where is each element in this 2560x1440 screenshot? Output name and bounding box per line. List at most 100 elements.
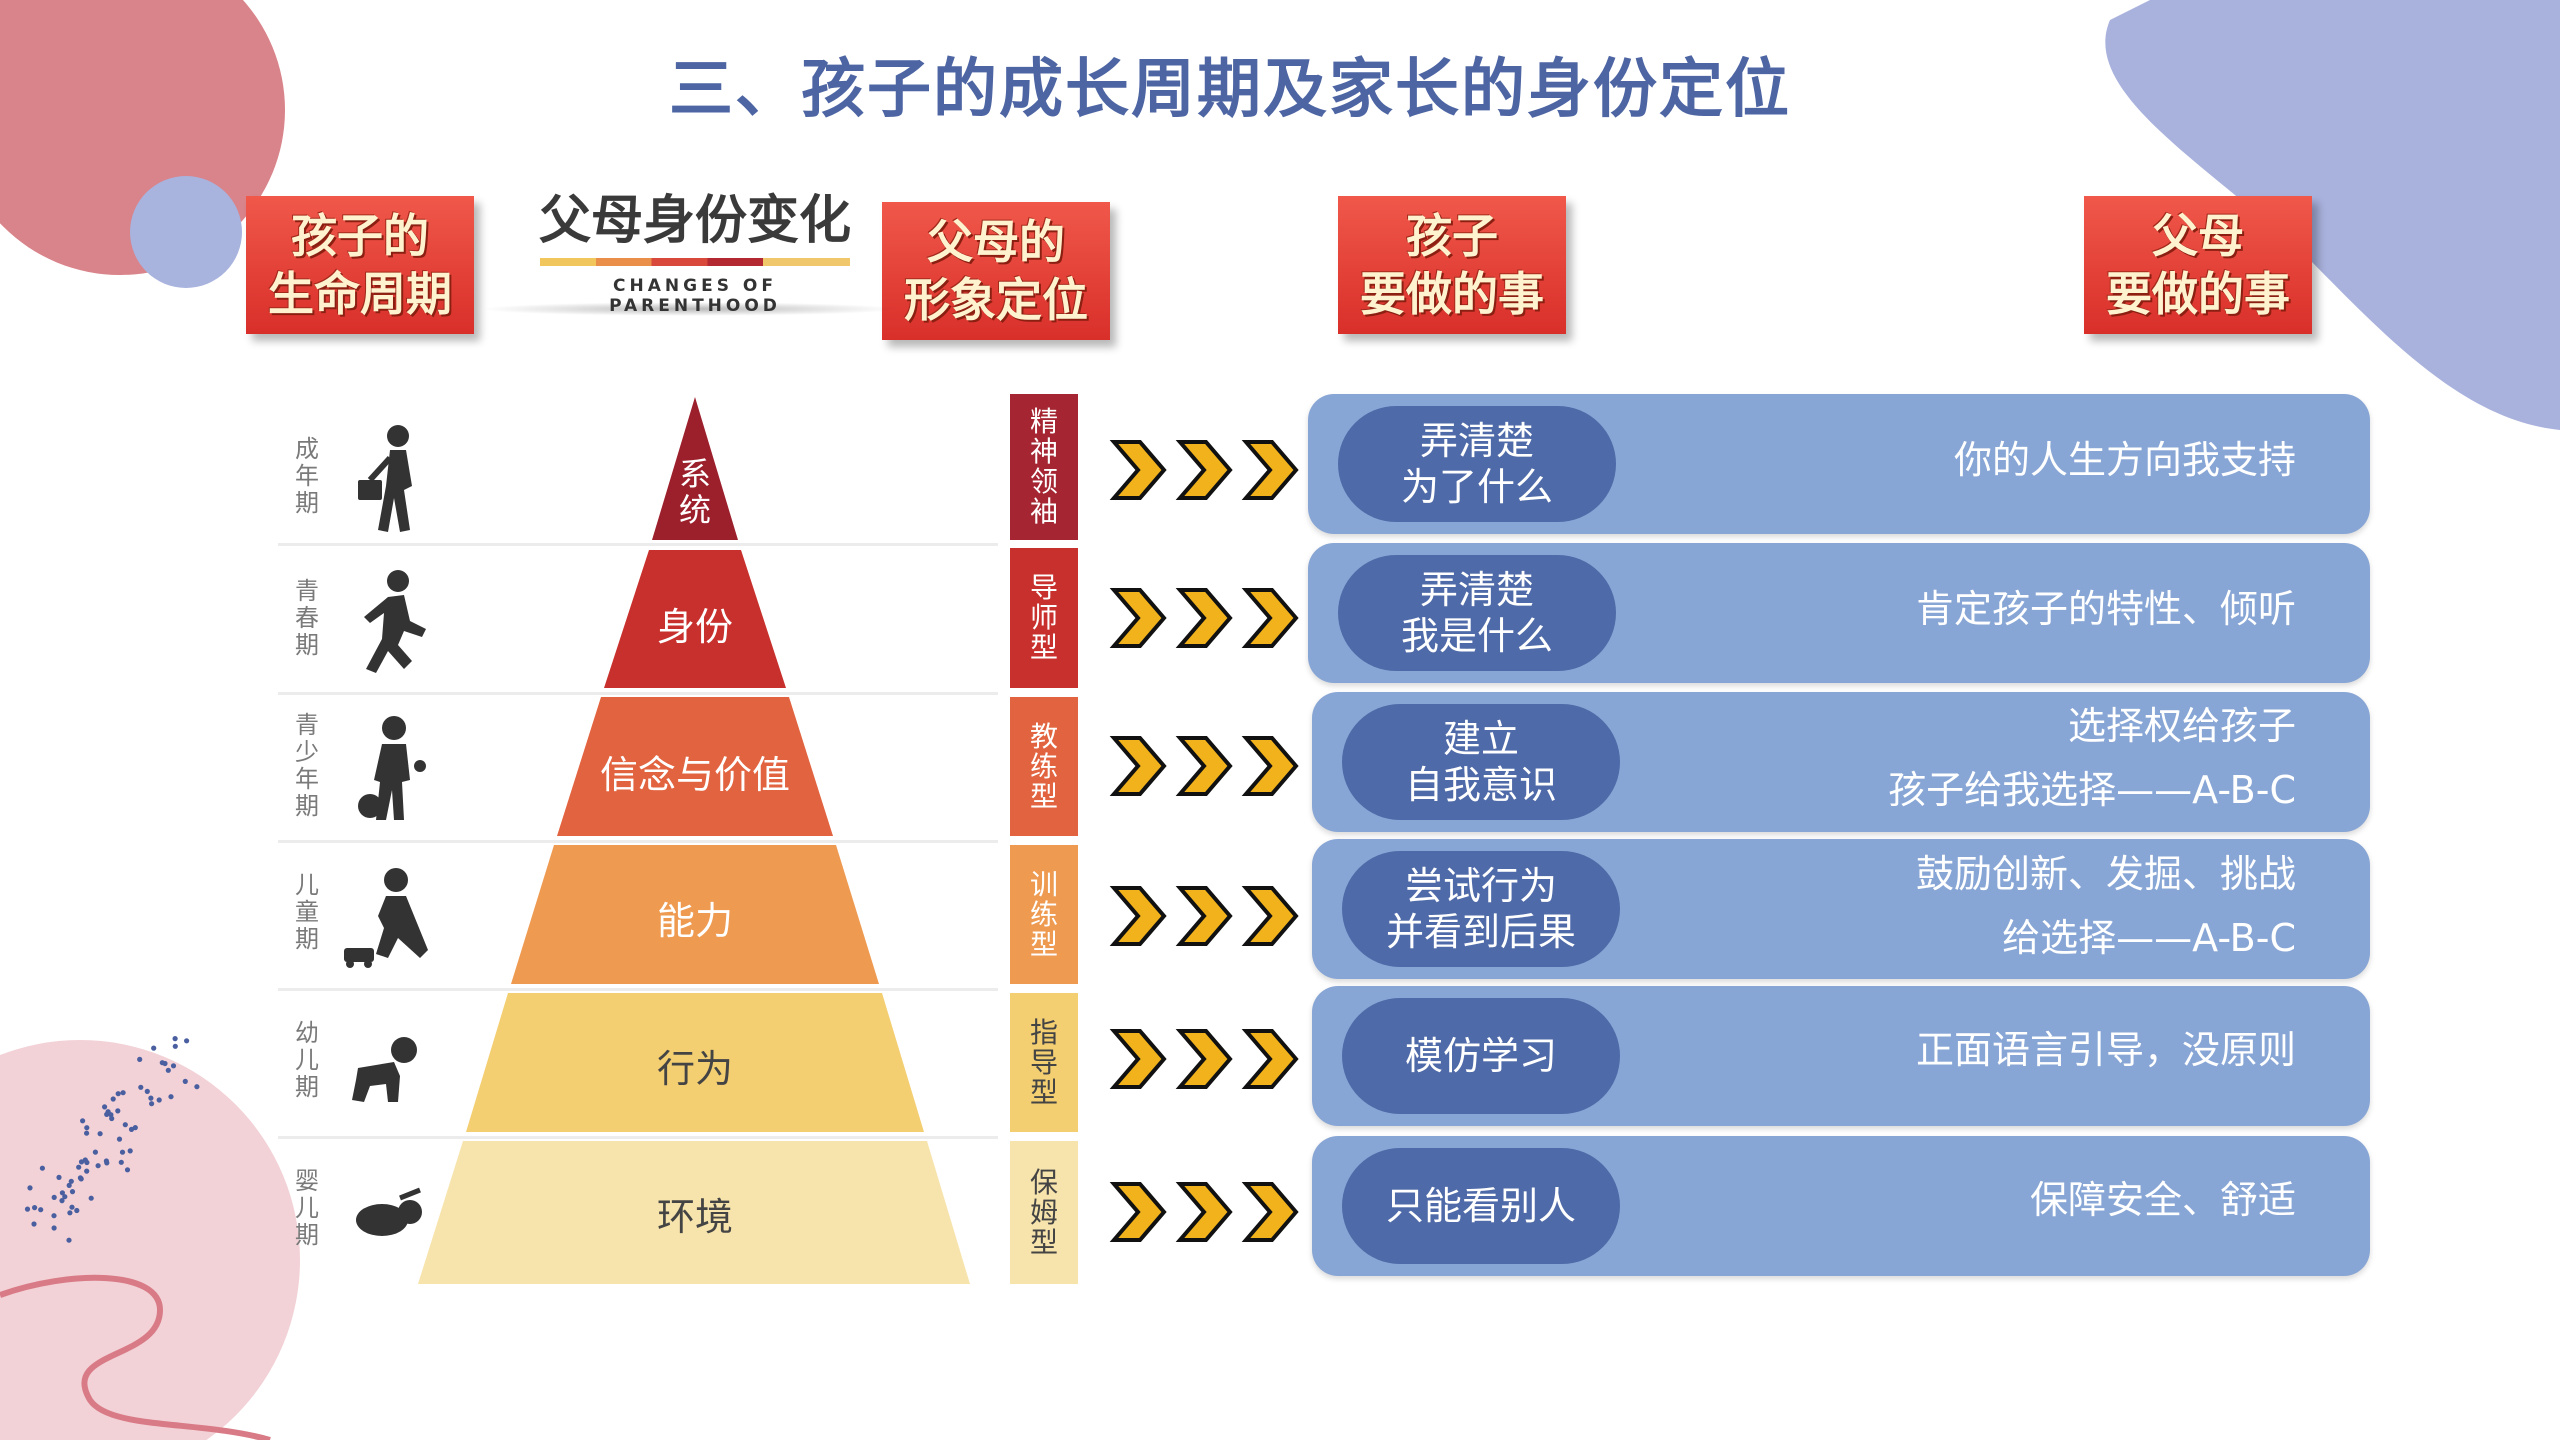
child-playing-car-icon	[344, 868, 428, 968]
adult-walking-briefcase-icon	[358, 425, 412, 532]
decorative-dot	[102, 1104, 108, 1110]
decorative-dot	[97, 1131, 103, 1137]
decorative-dot	[162, 1060, 168, 1067]
decorative-dot	[38, 1207, 44, 1213]
decorative-dot	[51, 1225, 57, 1231]
slide-title: 三、孩子的成长周期及家长的身份定位	[669, 53, 1791, 127]
child-task-oval: 尝试行为 并看到后果	[1342, 851, 1620, 967]
pyramid-tier-environment	[418, 1141, 970, 1284]
tier-label: 身份	[656, 605, 733, 649]
role-badge: 保姆型	[1010, 1141, 1078, 1284]
decorative-dot	[115, 1108, 121, 1114]
decorative-dot	[182, 1078, 188, 1084]
decorative-dot	[127, 1148, 133, 1154]
decorative-dot	[95, 1163, 101, 1169]
row-separator	[278, 543, 998, 546]
header-parent-role-label: 父母的 形象定位	[904, 215, 1088, 327]
parent-task-text: 你的人生方向我支持	[1596, 428, 2296, 492]
header-parent-tasks-badge: 父母 要做的事	[2084, 196, 2312, 334]
decorative-dot	[144, 1088, 150, 1094]
header-child-tasks-badge: 孩子 要做的事	[1338, 196, 1566, 334]
role-badge: 精神领袖	[1010, 394, 1078, 540]
decorative-dot	[67, 1210, 73, 1216]
stage-label: 青春期	[295, 577, 319, 659]
parent-task-line: 给选择——A-B-C	[2002, 916, 2296, 960]
child-task-label: 只能看别人	[1385, 1184, 1576, 1228]
role-badge: 教练型	[1010, 697, 1078, 836]
decorative-dot	[31, 1221, 37, 1227]
decorative-dot	[172, 1043, 178, 1049]
child-task-label: 建立 自我意识	[1404, 717, 1557, 807]
decorative-dot	[88, 1195, 94, 1201]
decorative-dot	[24, 1206, 31, 1212]
decorative-dot	[168, 1094, 174, 1100]
child-task-label: 弄清楚 为了什么	[1400, 419, 1553, 509]
parent-task-line: 肯定孩子的特性、倾听	[1915, 587, 2296, 631]
decorative-dot	[119, 1149, 126, 1155]
decorative-dot	[76, 1164, 82, 1170]
decorative-dot	[56, 1174, 62, 1180]
decorative-dot	[31, 1205, 38, 1211]
chevron-right-icon	[1109, 588, 1299, 648]
parent-task-line: 孩子给我选择——A-B-C	[1888, 768, 2296, 812]
decorative-dot	[132, 1125, 138, 1131]
child-task-label: 弄清楚 我是什么	[1400, 568, 1553, 658]
stage-label: 婴儿期	[295, 1167, 319, 1249]
youth-with-ball-icon	[358, 716, 426, 820]
changes-subtitle: CHANGES OF PARENTHOOD	[609, 276, 781, 316]
chevron-right-icon	[1109, 736, 1299, 796]
header-child-tasks-label: 孩子 要做的事	[1360, 209, 1544, 321]
stage-label: 青少年期	[295, 711, 319, 820]
parent-task-text: 选择权给孩子 孩子给我选择——A-B-C	[1596, 694, 2296, 822]
tier-label: 能力	[656, 899, 733, 943]
role-label: 教练型	[1029, 719, 1058, 813]
decorative-dot	[137, 1056, 143, 1062]
role-badge: 指导型	[1010, 993, 1078, 1132]
decorative-dot	[172, 1036, 178, 1042]
decorative-dot	[104, 1111, 110, 1117]
decorative-dot	[122, 1122, 128, 1128]
toddler-crawling-icon	[352, 1037, 417, 1102]
tier-label: 行为	[656, 1047, 733, 1091]
role-badge: 训练型	[1010, 845, 1078, 984]
decorative-dot	[194, 1084, 200, 1090]
decorative-dot	[124, 1167, 131, 1173]
decorative-dot	[68, 1178, 74, 1184]
parent-task-line: 正面语言引导，没原则	[1915, 1028, 2296, 1072]
pyramid-tier-belief	[557, 697, 833, 836]
parent-task-line: 你的人生方向我支持	[1953, 438, 2296, 482]
decorative-dot	[103, 1158, 109, 1164]
decorative-dot	[74, 1207, 80, 1214]
parent-task-text: 肯定孩子的特性、倾听	[1596, 577, 2296, 641]
tier-label: 信念与价值	[599, 753, 790, 797]
chevron-right-icon	[1109, 886, 1299, 946]
teen-running-icon	[364, 570, 426, 673]
changes-heading-shadow	[480, 302, 900, 316]
parent-task-line: 保障安全、舒适	[2029, 1178, 2296, 1222]
child-task-oval: 模仿学习	[1342, 998, 1620, 1114]
decorative-dot	[165, 1067, 171, 1073]
decorative-dot	[120, 1090, 126, 1096]
decorative-dot	[110, 1096, 116, 1102]
header-life-cycle-label: 孩子的 生命周期	[268, 209, 452, 321]
stage-label: 儿童期	[295, 871, 319, 953]
decorative-dot	[66, 1182, 72, 1188]
parent-task-line: 选择权给孩子	[2067, 704, 2296, 748]
decorative-dot	[115, 1091, 121, 1097]
chevron-right-icon	[1109, 440, 1299, 500]
decorative-dot	[59, 1190, 65, 1196]
pyramid-tier-behavior	[466, 993, 924, 1132]
role-label: 训练型	[1029, 867, 1058, 961]
header-life-cycle-badge: 孩子的 生命周期	[246, 196, 474, 334]
parent-task-text: 鼓励创新、发掘、挑战 给选择——A-B-C	[1596, 842, 2296, 970]
decorative-dot	[69, 1204, 75, 1210]
infant-lying-icon	[356, 1187, 422, 1236]
decorative-dot	[84, 1168, 90, 1174]
decorative-dot	[66, 1237, 72, 1243]
row-separator	[278, 840, 998, 843]
parent-task-text: 保障安全、舒适	[1596, 1168, 2296, 1232]
decorative-dot	[148, 1095, 154, 1101]
stage-label: 幼儿期	[295, 1019, 319, 1101]
